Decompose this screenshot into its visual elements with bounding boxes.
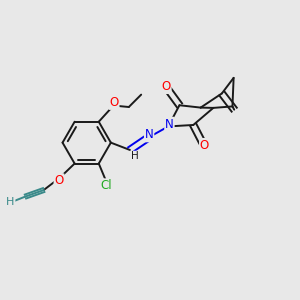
Text: O: O — [54, 174, 64, 187]
Text: N: N — [165, 118, 174, 130]
Text: O: O — [110, 96, 119, 109]
Text: H: H — [6, 197, 15, 207]
Text: H: H — [130, 152, 138, 161]
Text: O: O — [162, 80, 171, 93]
Text: Cl: Cl — [100, 179, 112, 192]
Text: N: N — [145, 128, 154, 142]
Text: O: O — [200, 139, 209, 152]
